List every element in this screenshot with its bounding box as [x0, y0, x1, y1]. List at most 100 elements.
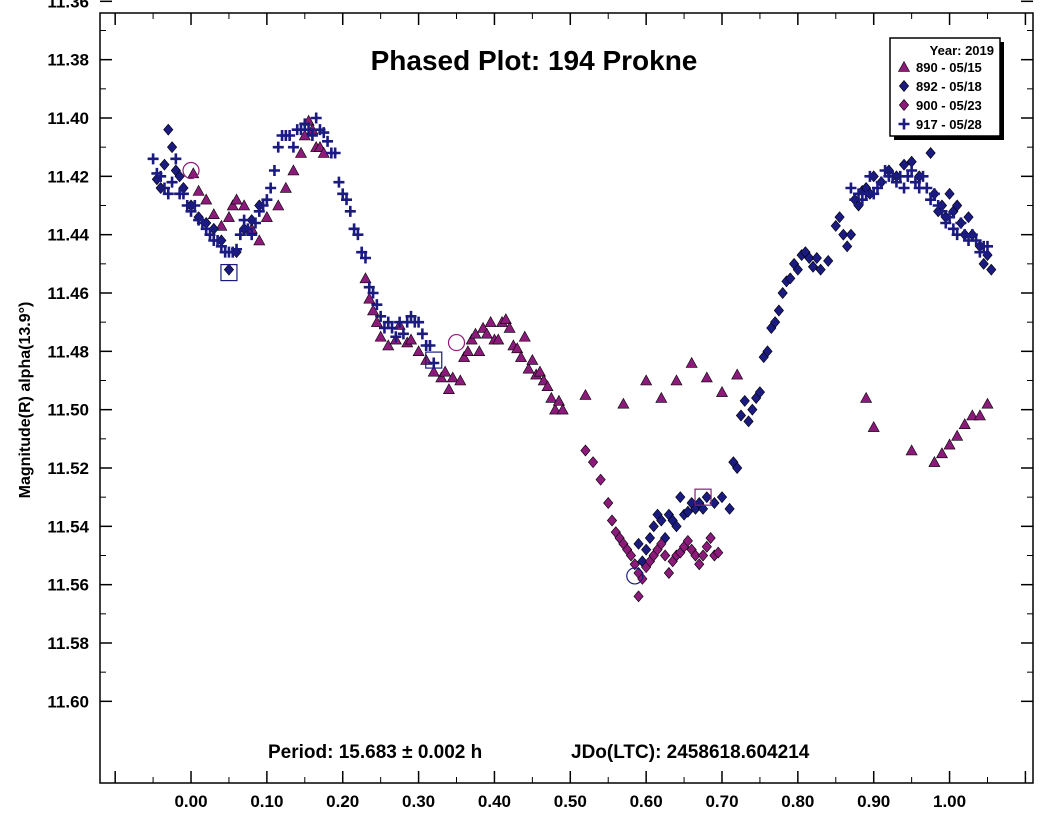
data-point [541, 380, 554, 392]
legend-marker [898, 80, 910, 92]
data-point [981, 397, 994, 409]
data-point [253, 205, 265, 217]
data-point [952, 199, 963, 212]
data-point [465, 333, 478, 345]
data-point [215, 240, 227, 252]
data-point [906, 165, 918, 176]
legend-label: 890 - 05/15 [916, 60, 982, 75]
y-tick-label: 11.48 [47, 342, 89, 361]
data-point [390, 331, 402, 343]
data-point [545, 391, 558, 403]
data-point [606, 514, 618, 527]
data-point [754, 386, 765, 399]
x-tick-label: 0.40 [478, 792, 511, 811]
data-point [860, 391, 873, 403]
data-point [743, 415, 754, 428]
data-point [458, 351, 471, 362]
data-point [872, 182, 883, 194]
y-tick-label: 11.60 [47, 692, 89, 711]
data-point [640, 374, 653, 386]
data-point [951, 429, 964, 441]
data-point [158, 182, 170, 194]
data-point [932, 200, 944, 211]
data-point [359, 252, 371, 264]
data-point [777, 287, 788, 299]
data-point [981, 240, 993, 252]
x-axis-tick-labels: 0.00 0.10 0.20 0.30 0.40 0.50 0.60 0.70 0.80 0.90… [174, 792, 966, 811]
data-point [374, 330, 387, 342]
data-point [697, 549, 709, 562]
data-point [682, 534, 693, 547]
data-point [617, 397, 630, 409]
y-tick-label: 11.58 [47, 634, 89, 653]
data-point [864, 170, 876, 182]
data-point [260, 211, 273, 222]
data-point [428, 357, 440, 369]
y-tick-label: 11.52 [47, 459, 89, 478]
x-tick-label: 0.70 [705, 792, 738, 811]
x-tick-label: 0.50 [554, 792, 587, 811]
legend-label: 917 - 05/28 [916, 117, 982, 132]
data-point [166, 141, 178, 154]
data-point [492, 333, 505, 345]
data-point [424, 340, 436, 351]
data-point [928, 188, 940, 200]
data-point [958, 418, 971, 429]
data-point [925, 194, 937, 206]
data-point [200, 223, 212, 235]
data-point [352, 229, 364, 241]
data-point [928, 456, 941, 467]
data-point [747, 403, 758, 416]
data-point [170, 153, 182, 165]
data-point [947, 223, 959, 235]
data-point [299, 118, 311, 130]
data-point [838, 228, 849, 241]
data-point [200, 193, 213, 205]
data-point [215, 219, 228, 231]
highlight-circle [447, 333, 466, 352]
legend-title: Year: 2019 [930, 43, 994, 58]
data-point [257, 200, 269, 211]
highlight-circle [182, 161, 200, 180]
data-point [587, 456, 599, 469]
data-point [655, 391, 668, 403]
data-point [341, 194, 353, 206]
data-point [856, 194, 868, 206]
data-point [868, 188, 880, 200]
data-point [936, 205, 948, 217]
series-3 [147, 112, 993, 369]
data-point [917, 170, 929, 182]
data-point [446, 371, 459, 383]
data-point [223, 263, 235, 276]
data-point [265, 182, 277, 194]
data-point [890, 176, 902, 188]
data-point [944, 211, 956, 223]
data-point [166, 176, 178, 188]
data-point [970, 235, 982, 246]
x-tick-label: 0.90 [857, 792, 890, 811]
data-point [192, 184, 205, 196]
data-point [974, 246, 986, 258]
data-point [333, 176, 345, 188]
data-point [469, 327, 482, 339]
data-point [303, 124, 315, 136]
data-point [552, 394, 565, 406]
data-point [762, 345, 773, 358]
data-point [222, 211, 235, 222]
legend-label: 900 - 05/23 [916, 98, 982, 113]
x-tick-label: 0.30 [402, 792, 435, 811]
highlight-square [425, 351, 443, 369]
data-point [966, 229, 978, 241]
data-point [212, 235, 224, 246]
data-point [405, 310, 417, 322]
y-axis-label: Magnitude(R) alpha(13.9°) [17, 302, 34, 499]
data-point [629, 558, 640, 571]
data-point [697, 502, 709, 515]
data-points [147, 112, 997, 603]
data-point [690, 549, 701, 562]
data-point [162, 188, 174, 200]
x-tick-label: 0.00 [174, 792, 207, 811]
data-point [337, 188, 349, 200]
data-point [439, 365, 452, 377]
